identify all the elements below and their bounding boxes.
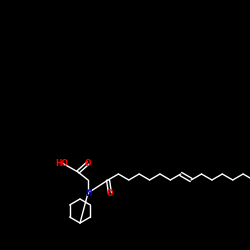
Text: O: O bbox=[85, 158, 91, 168]
Text: N: N bbox=[85, 188, 91, 198]
Text: O: O bbox=[107, 188, 113, 198]
Text: HO: HO bbox=[56, 158, 68, 168]
